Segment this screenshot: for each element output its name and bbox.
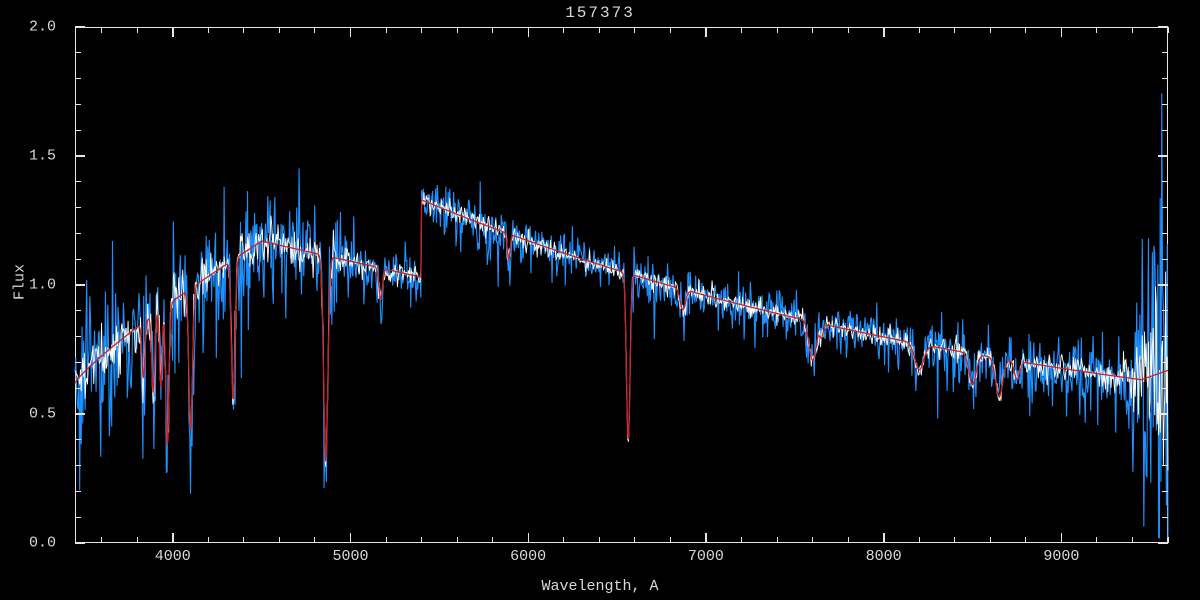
model-fit-line: [75, 200, 1168, 462]
x-tick-label-8000: 8000: [866, 548, 902, 565]
plot-area: [75, 27, 1168, 543]
chart-title: 157373: [0, 4, 1200, 22]
x-tick-label-6000: 6000: [510, 548, 546, 565]
spectrum-data-svg[interactable]: [75, 27, 1168, 543]
x-tick-label-5000: 5000: [332, 548, 368, 565]
y-tick-label-1.5: 1.5: [29, 148, 75, 165]
y-tick-label-0.5: 0.5: [29, 406, 75, 423]
y-tick-label-2.0: 2.0: [29, 19, 75, 36]
y-axis-label: Flux: [12, 264, 29, 300]
y-tick-label-1.0: 1.0: [29, 277, 75, 294]
x-tick-label-7000: 7000: [688, 548, 724, 565]
x-axis-label: Wavelength, A: [541, 578, 658, 595]
x-tick-label-4000: 4000: [155, 548, 191, 565]
secondary-trace-line: [75, 192, 1168, 470]
spectrum-chart-root: 157373 Flux Wavelength, A 4000 5000 6000 70…: [0, 0, 1200, 600]
x-tick-label-9000: 9000: [1043, 548, 1079, 565]
y-tick-label-0.0: 0.0: [29, 535, 75, 552]
raw-spectrum-line: [75, 93, 1168, 537]
